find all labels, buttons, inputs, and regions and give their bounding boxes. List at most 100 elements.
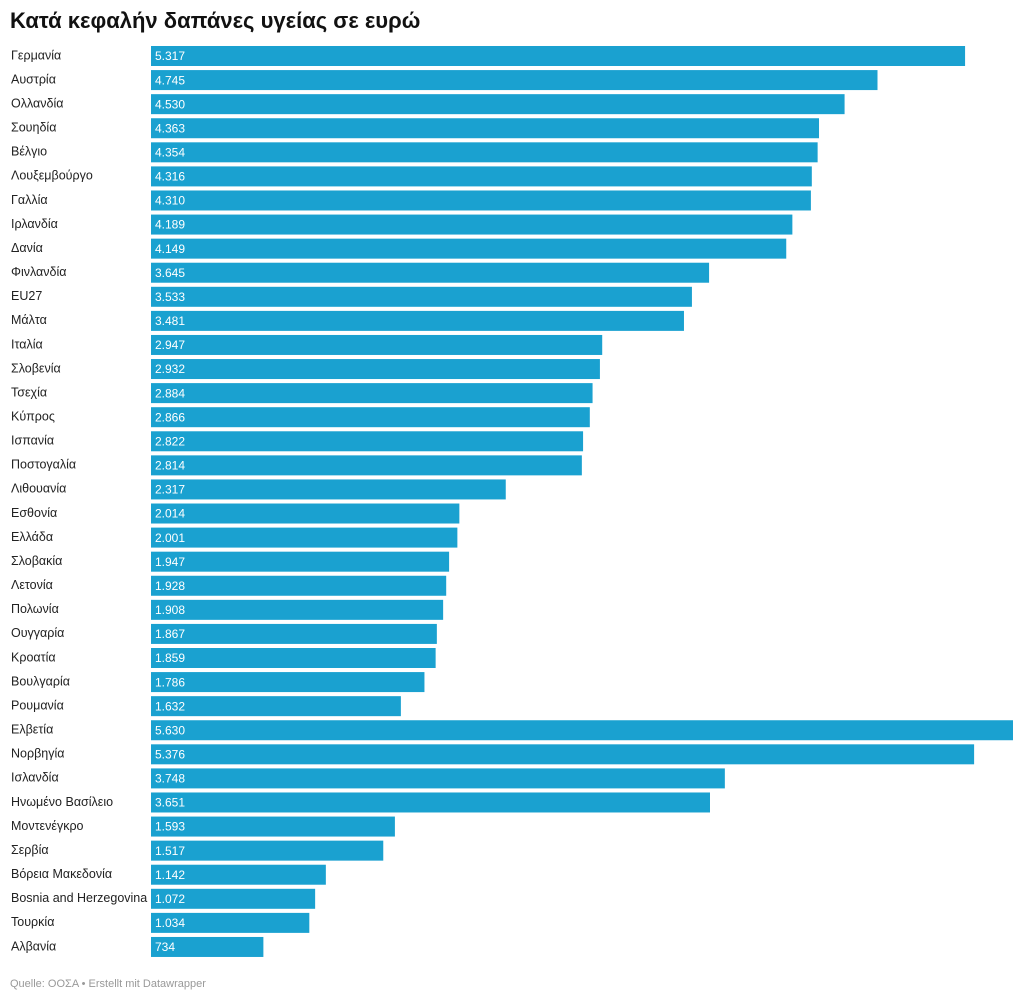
category-label: Δανία — [11, 241, 43, 255]
value-label: 2.932 — [155, 362, 185, 376]
value-label: 1.867 — [155, 627, 185, 641]
value-label: 2.866 — [155, 410, 185, 424]
bar — [151, 599, 444, 620]
category-label: Ιταλία — [11, 337, 43, 351]
value-label: 4.530 — [155, 97, 185, 111]
value-label: 4.149 — [155, 242, 185, 256]
category-label: Κύπρος — [11, 409, 55, 423]
value-label: 1.517 — [155, 844, 185, 858]
bar — [151, 575, 447, 596]
bar — [151, 383, 593, 404]
bar — [151, 479, 506, 500]
value-label: 3.645 — [155, 266, 185, 280]
value-label: 2.884 — [155, 386, 185, 400]
value-label: 3.651 — [155, 796, 185, 810]
bar — [151, 359, 600, 380]
bar — [151, 744, 975, 765]
value-label: 734 — [155, 940, 175, 954]
bar — [151, 503, 460, 524]
value-label: 1.072 — [155, 892, 185, 906]
category-label: Ελλάδα — [11, 530, 53, 544]
value-label: 4.316 — [155, 170, 185, 184]
category-label: Τσεχία — [11, 385, 47, 399]
bar — [151, 46, 966, 66]
category-label: Μάλτα — [11, 313, 47, 327]
bar — [151, 551, 450, 572]
value-label: 1.928 — [155, 579, 185, 593]
category-label: Πολωνία — [11, 602, 59, 616]
category-label: Νορβηγία — [11, 747, 65, 761]
value-label: 1.908 — [155, 603, 185, 617]
category-label: Κροατία — [11, 650, 56, 664]
category-label: Σλοβακία — [11, 554, 62, 568]
category-label: Μοντενέγκρο — [11, 819, 84, 833]
category-label: Σλοβενία — [11, 361, 61, 375]
bar — [151, 527, 458, 548]
value-label: 1.034 — [155, 916, 185, 930]
category-label: Τουρκία — [11, 915, 54, 929]
category-label: Φινλανδία — [11, 265, 67, 279]
category-label: Λιθουανία — [11, 482, 66, 496]
category-label: Βόρεια Μακεδονία — [11, 867, 112, 881]
bar — [151, 262, 710, 283]
value-label: 1.632 — [155, 699, 185, 713]
category-label: Bosnia and Herzegovina — [11, 891, 147, 905]
value-label: 1.593 — [155, 820, 185, 834]
bar — [151, 672, 425, 693]
category-label: Ελβετία — [11, 723, 53, 737]
category-label: Ουγγαρία — [11, 626, 64, 640]
value-label: 4.354 — [155, 145, 185, 159]
bar — [151, 696, 401, 717]
value-label: 4.310 — [155, 194, 185, 208]
bar — [151, 720, 1013, 741]
value-label: 2.001 — [155, 531, 185, 545]
bar — [151, 310, 684, 331]
bar — [151, 768, 725, 789]
bar — [151, 118, 820, 139]
category-label: Ρουμανία — [11, 698, 64, 712]
value-label: 5.376 — [155, 747, 185, 761]
value-label: 3.748 — [155, 772, 185, 786]
bar — [151, 840, 384, 861]
bar — [151, 864, 326, 885]
bar — [151, 334, 603, 355]
category-label: Αλβανία — [11, 939, 56, 953]
category-label: Σερβία — [11, 843, 49, 857]
bar — [151, 816, 395, 837]
bar — [151, 792, 710, 813]
value-label: 3.533 — [155, 290, 185, 304]
chart-title: Κατά κεφαλήν δαπάνες υγείας σε ευρώ — [10, 8, 420, 33]
category-label: Ισλανδία — [11, 771, 59, 785]
category-label: Αυστρία — [11, 72, 56, 86]
bar — [151, 70, 878, 91]
bar — [151, 912, 310, 933]
bar — [151, 238, 787, 259]
value-label: 2.822 — [155, 434, 185, 448]
value-label: 1.859 — [155, 651, 185, 665]
bar — [151, 407, 590, 428]
category-label: Γαλλία — [11, 193, 48, 207]
value-label: 2.814 — [155, 459, 185, 473]
bar — [151, 190, 811, 211]
source: Quelle: ΟΟΣΑ • Erstellt mit Datawrapper — [10, 978, 206, 990]
value-label: 5.630 — [155, 723, 185, 737]
bar — [151, 286, 692, 307]
category-label: Βέλγιο — [11, 145, 47, 159]
category-label: Ολλανδία — [11, 96, 63, 110]
bar — [151, 623, 437, 644]
bar — [151, 431, 584, 452]
category-label: Ποστογαλία — [11, 458, 76, 472]
category-label: Εσθονία — [11, 506, 57, 520]
bar — [151, 455, 582, 476]
category-label: Βουλγαρία — [11, 674, 70, 688]
value-label: 4.363 — [155, 121, 185, 135]
bar — [151, 888, 316, 909]
value-label: 1.786 — [155, 675, 185, 689]
category-label: Λουξεμβούργο — [11, 169, 93, 183]
category-label: Σουηδία — [11, 121, 56, 135]
bar — [151, 648, 436, 668]
category-label: Λετονία — [11, 578, 53, 592]
category-label: EU27 — [11, 289, 42, 303]
